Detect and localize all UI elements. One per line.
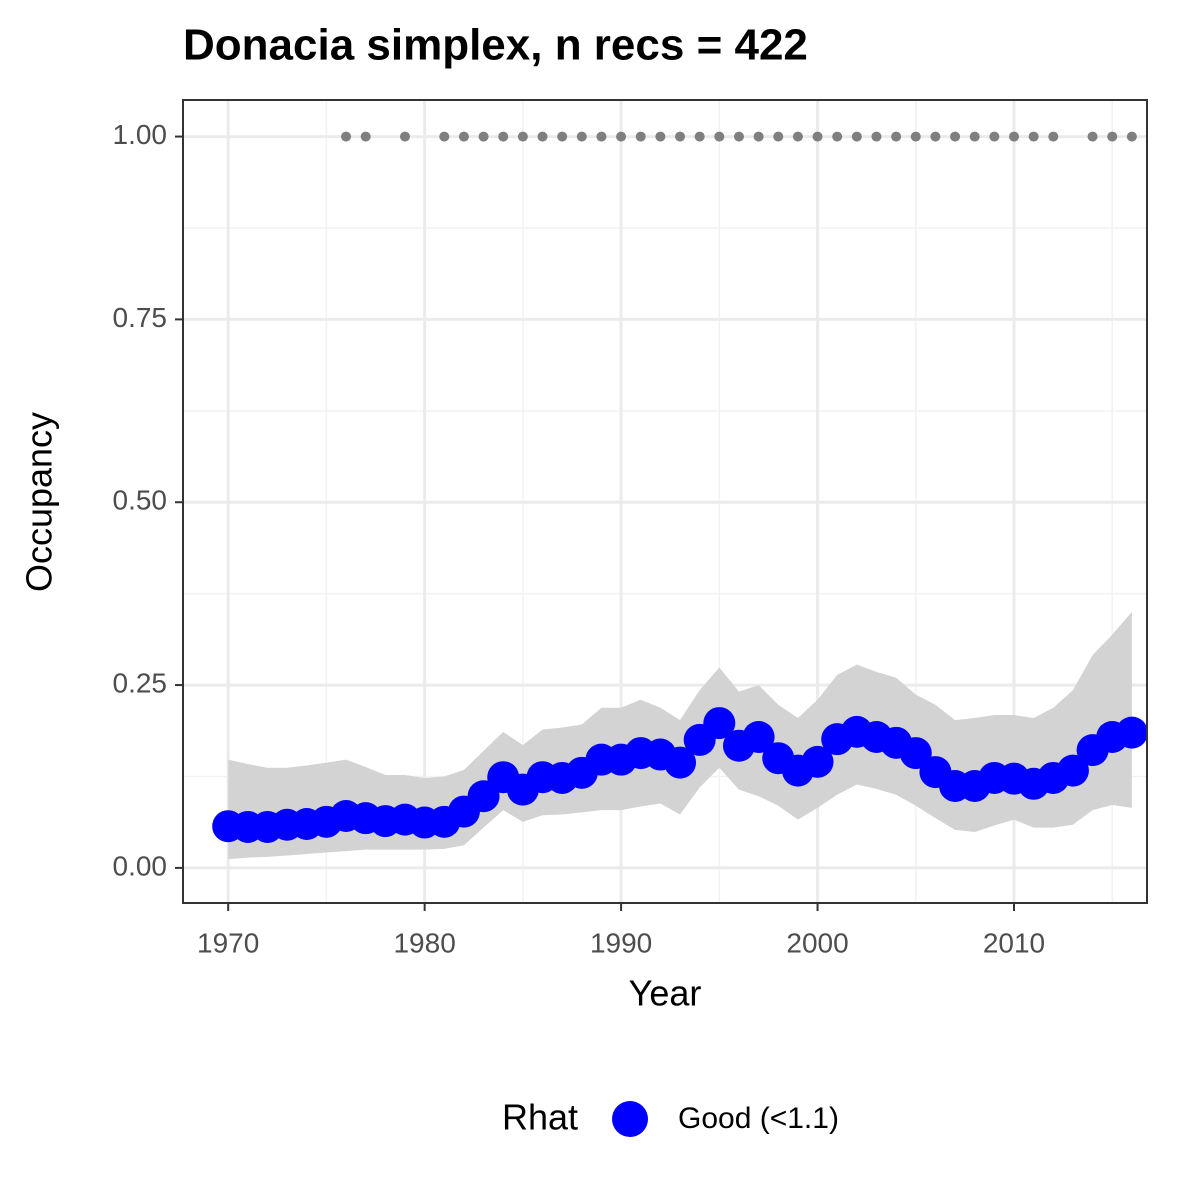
- record-point: [399, 131, 410, 142]
- record-point: [341, 131, 352, 142]
- record-point: [1048, 131, 1059, 142]
- y-tick-label: 0.50: [113, 485, 168, 516]
- record-point: [969, 131, 980, 142]
- record-point: [517, 131, 528, 142]
- record-point: [478, 131, 489, 142]
- record-point: [714, 131, 725, 142]
- record-point: [576, 131, 587, 142]
- record-point: [753, 131, 764, 142]
- record-point: [891, 131, 902, 142]
- record-point: [596, 131, 607, 142]
- record-point: [930, 131, 941, 142]
- occupancy-point: [664, 746, 697, 779]
- record-point: [989, 131, 1000, 142]
- record-point: [616, 131, 627, 142]
- record-point: [1107, 131, 1118, 142]
- record-point: [950, 131, 961, 142]
- record-point: [1009, 131, 1020, 142]
- x-axis-title: Year: [629, 973, 702, 1014]
- x-tick-label: 1980: [393, 927, 455, 958]
- record-point: [1126, 131, 1137, 142]
- y-tick-label: 0.25: [113, 667, 168, 698]
- record-point: [792, 131, 803, 142]
- y-tick-label: 0.75: [113, 302, 168, 333]
- x-tick-label: 1990: [590, 927, 652, 958]
- occupancy-point: [899, 737, 932, 770]
- occupancy-point: [1056, 754, 1089, 787]
- y-axis-title: Occupancy: [19, 412, 60, 592]
- record-point: [1087, 131, 1098, 142]
- record-point: [1028, 131, 1039, 142]
- record-point: [910, 131, 921, 142]
- record-point: [871, 131, 882, 142]
- x-tick-label: 2000: [786, 927, 848, 958]
- record-point: [655, 131, 666, 142]
- occupancy-point: [801, 745, 834, 778]
- y-tick-label: 0.00: [113, 850, 168, 881]
- occupancy-point: [467, 780, 500, 813]
- record-point: [773, 131, 784, 142]
- x-tick-label: 1970: [197, 927, 259, 958]
- record-point: [498, 131, 509, 142]
- record-point: [694, 131, 705, 142]
- record-point: [635, 131, 646, 142]
- chart-title: Donacia simplex, n recs = 422: [183, 21, 808, 70]
- record-point: [537, 131, 548, 142]
- x-tick-label: 2010: [983, 927, 1045, 958]
- record-point: [733, 131, 744, 142]
- record-point: [458, 131, 469, 142]
- occupancy-point: [742, 720, 775, 753]
- legend-title: Rhat: [502, 1097, 578, 1138]
- y-tick-label: 1.00: [113, 119, 168, 150]
- occupancy-point: [1115, 716, 1148, 749]
- record-point: [675, 131, 686, 142]
- legend-marker: [612, 1101, 648, 1137]
- record-point: [557, 131, 568, 142]
- confidence-ribbon: [228, 611, 1132, 860]
- panel-border: [182, 99, 1148, 904]
- record-point: [832, 131, 843, 142]
- occupancy-point: [703, 707, 736, 740]
- legend-label: Good (<1.1): [678, 1102, 839, 1135]
- record-point: [360, 131, 371, 142]
- record-point: [851, 131, 862, 142]
- record-point: [812, 131, 823, 142]
- record-point: [439, 131, 450, 142]
